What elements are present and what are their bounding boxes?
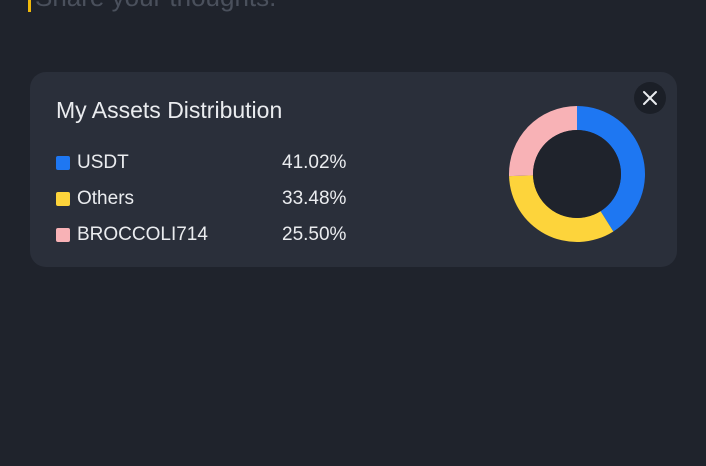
chart-legend: USDT 41.02% Others 33.48% BROCCOLI714 25.50% [56, 147, 376, 255]
legend-label: Others [77, 188, 135, 209]
post-composer[interactable]: Share your thoughts. [28, 0, 276, 14]
legend-swatch [56, 156, 70, 170]
text-caret [28, 0, 31, 12]
legend-item: USDT 41.02% [56, 147, 376, 183]
legend-item: BROCCOLI714 25.50% [56, 219, 376, 255]
legend-percentage: 25.50% [282, 224, 347, 245]
donut-slice-usdt [577, 106, 645, 232]
card-title: My Assets Distribution [56, 97, 283, 123]
close-button[interactable] [634, 82, 666, 114]
legend-item: Others 33.48% [56, 183, 376, 219]
donut-slice-broccoli714 [509, 106, 577, 177]
donut-slice-others [509, 175, 614, 242]
legend-label: BROCCOLI714 [77, 224, 208, 245]
composer-placeholder: Share your thoughts. [35, 0, 276, 14]
legend-swatch [56, 228, 70, 242]
legend-percentage: 41.02% [282, 152, 347, 173]
legend-swatch [56, 192, 70, 206]
legend-label: USDT [77, 152, 129, 173]
assets-distribution-card: My Assets Distribution USDT 41.02% Others 3… [30, 72, 677, 267]
legend-percentage: 33.48% [282, 188, 347, 209]
donut-chart [509, 106, 645, 242]
close-icon [643, 91, 657, 105]
donut-hole [533, 130, 621, 218]
